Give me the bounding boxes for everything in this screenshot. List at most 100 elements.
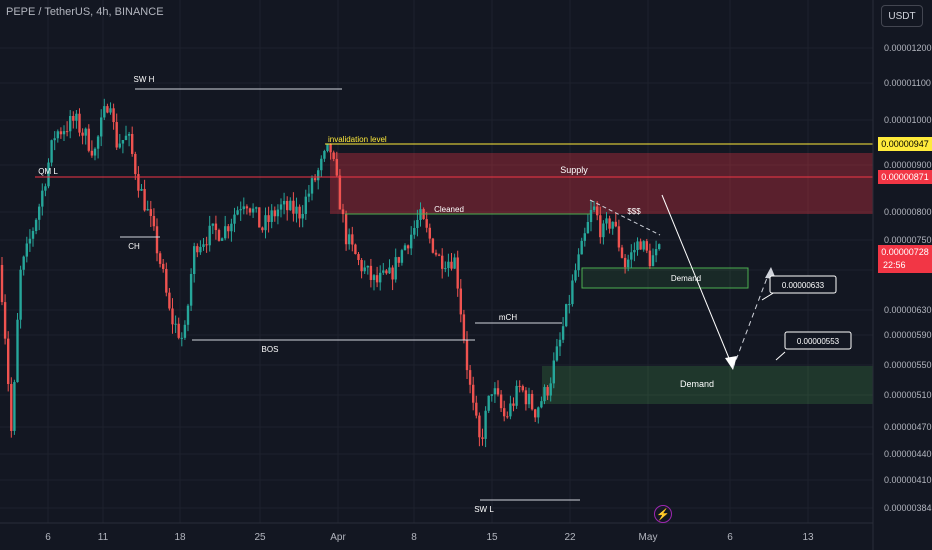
candle-body bbox=[468, 370, 472, 385]
candle-body bbox=[0, 265, 4, 303]
y-tick-label: 0.00000510 bbox=[884, 390, 932, 400]
candle-body bbox=[574, 270, 577, 281]
candle-body bbox=[301, 213, 304, 219]
candle-body bbox=[332, 152, 335, 159]
candle-body bbox=[137, 174, 140, 191]
candle-body bbox=[87, 128, 90, 151]
y-tick-label: 0.00000550 bbox=[884, 360, 932, 370]
label-mch: mCH bbox=[499, 313, 517, 322]
candle-body bbox=[174, 323, 177, 325]
x-tick-label: 6 bbox=[727, 532, 733, 543]
candle-body bbox=[642, 241, 645, 250]
chart-grid bbox=[0, 0, 873, 523]
candle-body bbox=[546, 387, 549, 396]
target2-box bbox=[784, 331, 852, 350]
target1-box bbox=[769, 275, 837, 294]
candle-body bbox=[149, 209, 152, 216]
label-cleaned: Cleaned bbox=[434, 205, 464, 214]
candle-body bbox=[496, 388, 500, 395]
candle-body bbox=[255, 207, 258, 209]
candle-body bbox=[620, 247, 624, 258]
candle-body bbox=[10, 384, 13, 431]
time-axis[interactable]: 6 11 18 25 Apr 8 15 22 May 6 13 bbox=[45, 532, 814, 543]
price-marker-box bbox=[878, 170, 932, 184]
candle-body bbox=[121, 139, 125, 144]
candle-body bbox=[372, 275, 376, 280]
candle-body bbox=[493, 388, 497, 395]
candle-body bbox=[131, 133, 134, 154]
candle-body bbox=[577, 254, 580, 271]
zones bbox=[330, 153, 873, 404]
candle-body bbox=[462, 314, 466, 341]
candle-body bbox=[465, 340, 469, 371]
candle-body bbox=[555, 346, 559, 361]
label-sw-h: SW H bbox=[134, 75, 155, 84]
candle-body bbox=[205, 244, 208, 246]
candle-body bbox=[459, 288, 462, 315]
candle-body bbox=[512, 403, 515, 406]
candle-body bbox=[248, 208, 252, 213]
candle-body bbox=[34, 219, 38, 231]
sss-line bbox=[589, 199, 661, 236]
currency-button[interactable]: USDT bbox=[881, 5, 923, 27]
x-tick-label: 22 bbox=[564, 532, 576, 543]
candle-body bbox=[193, 246, 196, 274]
candle-body bbox=[400, 250, 404, 263]
candle-body bbox=[158, 253, 162, 264]
label-sw-l: SW L bbox=[474, 505, 494, 514]
candle-body bbox=[19, 269, 22, 320]
label-demand-small: Demand bbox=[671, 274, 701, 283]
target2-pointer bbox=[775, 351, 786, 361]
candle-body bbox=[7, 338, 10, 385]
candle-body bbox=[354, 244, 357, 255]
candle-body bbox=[317, 170, 320, 181]
candle-body bbox=[189, 273, 193, 306]
candle-body bbox=[59, 131, 63, 135]
y-tick-label: 0.00000440 bbox=[884, 449, 932, 459]
candle-body bbox=[630, 252, 633, 260]
candle-body bbox=[434, 252, 438, 255]
candle-body bbox=[341, 209, 345, 215]
lightning-icon[interactable]: ⚡ bbox=[654, 505, 672, 523]
candle-body bbox=[537, 407, 540, 418]
candle-body bbox=[561, 326, 565, 340]
candle-body bbox=[186, 305, 190, 325]
candle-body bbox=[286, 200, 289, 211]
candle-body bbox=[224, 226, 227, 239]
candle-body bbox=[518, 385, 521, 387]
candle-body bbox=[565, 304, 568, 327]
candle-body bbox=[47, 162, 50, 187]
label-supply: Supply bbox=[560, 165, 588, 175]
y-tick-label: 0.00000800 bbox=[884, 207, 932, 217]
candle-body bbox=[534, 409, 537, 418]
candle-body bbox=[357, 254, 360, 261]
candle-body bbox=[506, 416, 509, 418]
y-tick-label: 0.00000410 bbox=[884, 475, 932, 485]
candle-body bbox=[648, 250, 652, 267]
candle-body bbox=[208, 225, 211, 246]
candle-body bbox=[456, 257, 459, 289]
candle-body bbox=[589, 209, 593, 223]
candle-body bbox=[413, 228, 416, 235]
candle-body bbox=[69, 115, 72, 132]
x-tick-label: 11 bbox=[98, 532, 109, 543]
candle-body bbox=[93, 148, 97, 156]
candle-body bbox=[50, 140, 53, 163]
price-marker-label: 0.00000947 bbox=[881, 139, 929, 149]
candle-body bbox=[481, 437, 484, 439]
candle-body bbox=[441, 255, 444, 269]
candle-body bbox=[444, 268, 447, 270]
candle-body bbox=[369, 265, 373, 280]
candle-body bbox=[360, 260, 363, 272]
x-tick-label: 6 bbox=[45, 532, 51, 543]
candle-body bbox=[375, 275, 379, 283]
candle-body bbox=[323, 151, 326, 159]
candle-body bbox=[596, 206, 599, 216]
candle-body bbox=[25, 243, 28, 257]
candle-body bbox=[388, 267, 391, 274]
candle-body bbox=[320, 158, 323, 171]
candle-body bbox=[118, 143, 121, 148]
candle-body bbox=[72, 115, 75, 121]
candle-body bbox=[112, 108, 115, 123]
